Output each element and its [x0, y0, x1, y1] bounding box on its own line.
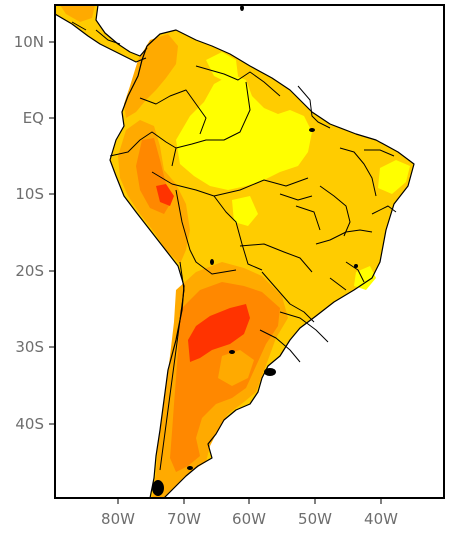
country-borders	[71, 21, 397, 471]
peru-red-spot	[156, 184, 174, 206]
argentina-red-core	[188, 304, 250, 362]
amazon-yellow	[176, 74, 312, 190]
central-america-orange	[60, 5, 95, 22]
central-america-coast	[55, 5, 148, 63]
lat-label-10n: 10N	[14, 33, 44, 51]
longitude-ticks: 80W 70W 60W 50W 40W	[101, 498, 398, 528]
central-brazil-yellow	[232, 196, 258, 226]
lat-label-40s: 40S	[15, 415, 44, 433]
lon-label-50w: 50W	[298, 510, 332, 528]
lat-label-30s: 30S	[15, 338, 44, 356]
lat-label-20s: 20S	[15, 262, 44, 280]
argentina-light-patch	[218, 350, 254, 386]
small-water-features	[152, 5, 358, 496]
venezuela-yellow	[206, 52, 238, 82]
map-content	[55, 5, 415, 498]
lon-label-40w: 40W	[364, 510, 398, 528]
lon-label-80w: 80W	[101, 510, 135, 528]
lat-label-eq: EQ	[23, 109, 44, 127]
northeast-brazil-yellow	[378, 160, 410, 194]
latitude-ticks: 10N EQ 10S 20S 30S 40S	[14, 33, 55, 433]
lat-label-10s: 10S	[15, 185, 44, 203]
lon-label-70w: 70W	[167, 510, 201, 528]
andes-orange-north	[124, 34, 178, 118]
coastline	[109, 29, 415, 498]
lon-label-60w: 60W	[232, 510, 266, 528]
